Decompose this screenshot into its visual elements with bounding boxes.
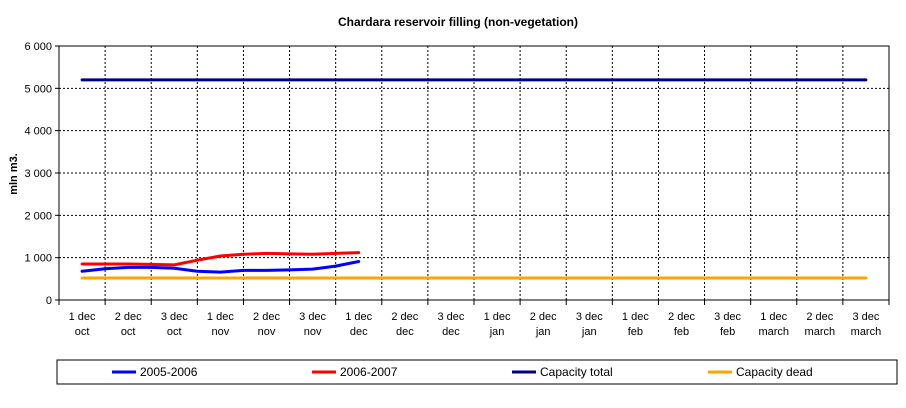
x-tick-label: 2 dec (253, 311, 280, 323)
x-tick-label: march (805, 326, 836, 338)
y-tick-label: 0 (46, 295, 52, 307)
x-tick-label: nov (304, 326, 322, 338)
x-tick-label: 3 dec (161, 311, 188, 323)
legend-box (56, 359, 898, 385)
legend-label-2005-2006: 2005-2006 (140, 365, 198, 379)
x-tick-label: dec (442, 326, 460, 338)
x-tick-label: 2 dec (668, 311, 695, 323)
x-tick-label: nov (258, 326, 276, 338)
x-tick-label: oct (167, 326, 182, 338)
x-tick-label: dec (396, 326, 414, 338)
x-tick-label: 3 dec (852, 311, 879, 323)
x-tick-label: feb (674, 326, 689, 338)
legend-label-capacity-total: Capacity total (540, 365, 613, 379)
x-tick-label: 1 dec (69, 311, 96, 323)
y-tick-label: 3 000 (24, 168, 52, 180)
legend-label-capacity-dead: Capacity dead (736, 365, 813, 379)
y-axis-label: mln m3. (8, 153, 20, 195)
x-tick-label: nov (212, 326, 230, 338)
y-tick-label: 5 000 (24, 83, 52, 95)
series-line-2006-2007 (80, 251, 361, 267)
x-tick-label: 1 dec (622, 311, 649, 323)
x-tick-label: 1 dec (760, 311, 787, 323)
x-tick-label: jan (581, 326, 597, 338)
x-tick-label: feb (628, 326, 643, 338)
x-tick-label: 1 dec (207, 311, 234, 323)
x-tick-label: 2 dec (391, 311, 418, 323)
x-tick-label: 2 dec (806, 311, 833, 323)
x-tick-label: oct (75, 326, 90, 338)
x-tick-label: jan (535, 326, 551, 338)
x-tick-label: 2 dec (115, 311, 142, 323)
y-tick-label: 4 000 (24, 126, 52, 138)
x-tick-label: march (758, 326, 789, 338)
y-tick-label: 2 000 (24, 210, 52, 222)
x-tick-label: march (851, 326, 882, 338)
x-tick-label: jan (489, 326, 505, 338)
x-tick-label: feb (720, 326, 735, 338)
legend-label-2006-2007: 2006-2007 (340, 365, 398, 379)
chart-title: Chardara reservoir filling (non-vegetati… (338, 15, 578, 29)
y-tick-label: 6 000 (24, 41, 52, 53)
x-tick-label: 3 dec (576, 311, 603, 323)
x-tick-label: 2 dec (530, 311, 557, 323)
x-tick-label: dec (350, 326, 368, 338)
y-tick-label: 1 000 (24, 253, 52, 265)
x-tick-label: 3 dec (437, 311, 464, 323)
x-tick-label: 3 dec (714, 311, 741, 323)
x-tick-label: 1 dec (345, 311, 372, 323)
plot-area (59, 46, 889, 300)
x-tick-label: 3 dec (299, 311, 326, 323)
x-tick-label: oct (121, 326, 136, 338)
x-tick-label: 1 dec (484, 311, 511, 323)
series-line-2005-2006 (80, 260, 361, 274)
